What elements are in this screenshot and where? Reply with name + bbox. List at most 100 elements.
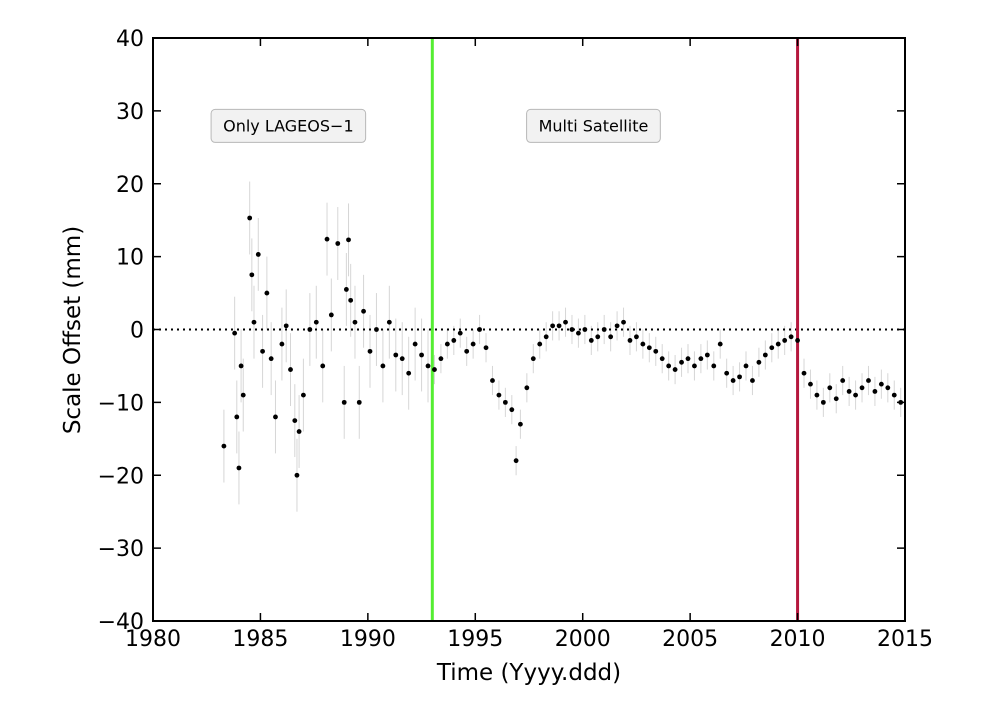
data-point [324, 236, 330, 242]
data-point [341, 399, 347, 405]
annotation-text: Only LAGEOS−1 [223, 116, 354, 135]
data-point [513, 458, 519, 464]
data-point [367, 348, 373, 354]
y-tick-label: 20 [116, 173, 144, 198]
data-point [730, 378, 736, 383]
data-point [313, 319, 319, 325]
data-point [470, 341, 476, 347]
data-point [569, 327, 575, 332]
y-tick-label: −40 [98, 610, 144, 635]
data-point [279, 341, 285, 347]
y-tick-label: 30 [116, 100, 144, 125]
data-point [808, 381, 813, 387]
data-point [846, 389, 852, 394]
data-point [679, 359, 684, 365]
x-tick-label: 2015 [877, 627, 933, 652]
data-point [866, 378, 871, 383]
x-axis-label: Time (Yyyy.ddd) [436, 660, 621, 686]
data-point [483, 345, 489, 351]
data-point [301, 392, 306, 398]
data-point [457, 330, 463, 336]
data-point [283, 323, 289, 329]
data-point [563, 319, 568, 325]
annotation-frame [210, 108, 367, 143]
data-point [273, 414, 278, 420]
data-point [251, 319, 257, 325]
data-point [296, 429, 302, 434]
data-point [782, 338, 788, 343]
x-tick-label: 2010 [770, 627, 826, 652]
data-point [634, 334, 639, 340]
data-point [788, 334, 794, 340]
data-point [872, 389, 878, 394]
data-point [601, 327, 607, 332]
annotation-frame [526, 108, 661, 143]
data-point [477, 327, 482, 332]
data-point [399, 356, 405, 362]
data-point [795, 338, 800, 343]
data-point [530, 356, 536, 362]
data-point [878, 381, 884, 387]
x-axis-ticks: 1980 1985 1990 1995 2000 2005 2010 2015 [125, 38, 933, 652]
data-point [833, 396, 839, 402]
data-point [374, 327, 379, 332]
data-point [320, 363, 326, 369]
data-point [801, 370, 807, 376]
data-point [659, 356, 665, 362]
data-point [412, 341, 418, 347]
data-point [891, 392, 897, 398]
data-point [502, 399, 508, 405]
data-point [556, 323, 562, 329]
data-points [221, 215, 904, 478]
data-point [268, 356, 274, 362]
annotation-box: Multi Satellite [526, 108, 661, 143]
data-point [432, 367, 437, 372]
data-point [717, 341, 723, 347]
data-point [775, 341, 781, 347]
data-point [419, 352, 424, 358]
data-point [264, 290, 270, 296]
data-point [769, 345, 775, 351]
y-axis-ticks: −40 −30 −20 −10 0 10 20 30 40 [98, 27, 905, 635]
data-point [853, 392, 858, 398]
data-point [380, 363, 386, 369]
data-point [232, 330, 238, 336]
data-point [348, 297, 354, 303]
data-point [750, 378, 755, 383]
y-tick-label: −10 [98, 391, 144, 416]
vertical-marker-lines [430, 38, 800, 621]
data-point [509, 407, 515, 413]
data-point [666, 363, 672, 369]
annotations: Only LAGEOS−1 Multi Satellite [210, 108, 661, 143]
data-point [588, 338, 594, 343]
x-tick-label: 1980 [125, 627, 181, 652]
data-point [756, 359, 762, 365]
data-point [820, 399, 826, 405]
data-point [608, 334, 614, 340]
data-point [621, 319, 626, 325]
y-axis-label: Scale Offset (mm) [60, 226, 86, 434]
data-point [743, 363, 749, 369]
data-point [653, 348, 659, 354]
data-point [236, 465, 242, 471]
data-point [464, 348, 470, 354]
data-point [490, 378, 495, 383]
data-point [386, 319, 392, 325]
data-point [240, 392, 246, 398]
data-point [550, 323, 556, 329]
data-point [543, 334, 549, 340]
data-point [451, 338, 457, 343]
data-point [827, 385, 833, 391]
data-point [255, 252, 261, 257]
data-point [595, 334, 601, 340]
y-tick-label: 0 [130, 319, 144, 344]
data-point [692, 363, 697, 369]
data-point [247, 215, 253, 221]
data-point [840, 378, 846, 383]
data-point [361, 308, 366, 314]
y-tick-label: −20 [98, 464, 144, 489]
data-point [356, 399, 362, 405]
data-point [294, 472, 300, 478]
